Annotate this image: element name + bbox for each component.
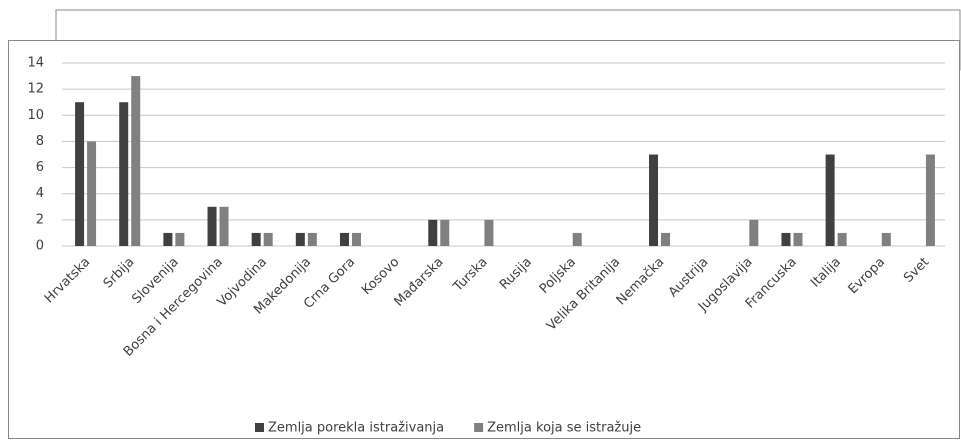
bar [175,232,185,246]
bar [119,102,129,246]
bar [339,232,349,246]
bar [295,232,305,246]
bar [251,232,261,246]
bar [484,219,494,246]
y-tick-label: 0 [36,239,44,254]
bar [351,232,361,246]
bar [825,154,835,246]
bar [793,232,803,246]
bar [661,232,671,246]
bar [163,232,173,246]
bar [649,154,659,246]
bar [440,219,450,246]
bar [131,76,141,246]
y-tick-label: 2 [36,212,44,227]
bar [781,232,791,246]
bar [881,232,891,246]
legend-label: Zemlja porekla istraživanja [268,421,444,436]
y-tick-label: 12 [27,82,44,97]
bar [749,219,759,246]
y-tick-label: 10 [27,108,44,123]
chart-frame [8,40,960,439]
bar [75,102,85,246]
bar [263,232,273,246]
bar [219,206,229,246]
bar [925,154,935,246]
y-tick-label: 6 [36,160,44,175]
bar [572,232,582,246]
legend-label: Zemlja koja se istražuje [487,421,641,436]
legend-swatch [255,423,264,432]
y-tick-label: 14 [27,56,44,71]
y-tick-label: 8 [36,134,44,149]
bar [207,206,217,246]
y-tick-label: 4 [36,186,44,201]
bar [87,141,97,246]
bar [837,232,847,246]
bar [428,219,438,246]
legend-swatch [474,423,484,432]
bar [307,232,317,246]
